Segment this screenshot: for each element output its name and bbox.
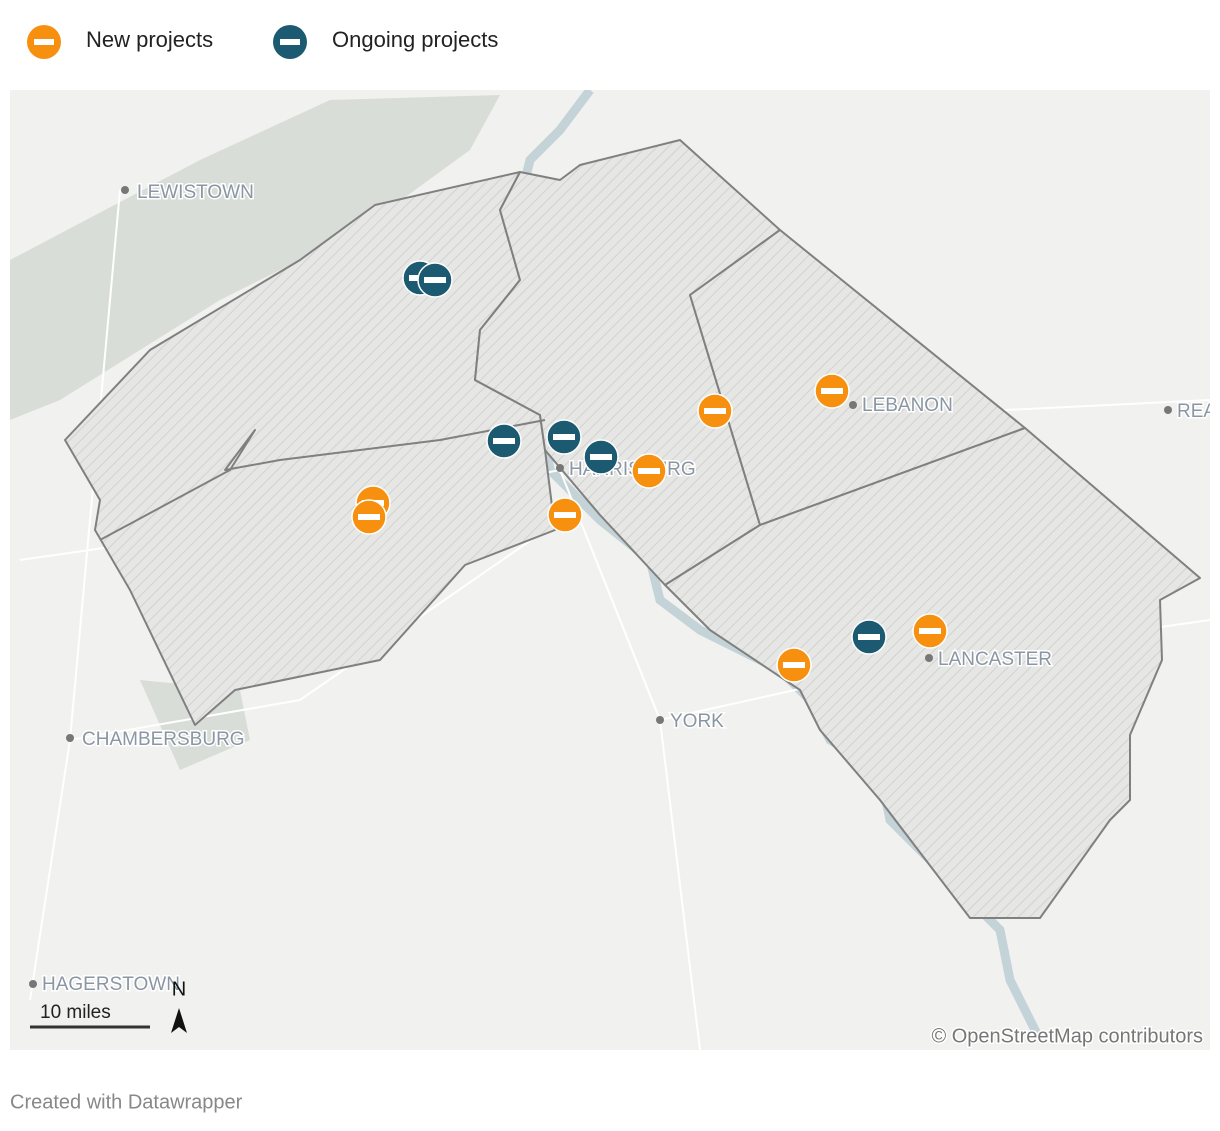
north-arrow	[171, 1008, 187, 1033]
markers	[351, 260, 948, 683]
marker-dash	[358, 514, 380, 520]
legend-label: New projects	[86, 27, 213, 52]
marker-dash	[704, 408, 726, 414]
city-label: REA	[1177, 401, 1216, 422]
marker-dash	[783, 662, 805, 668]
attribution: © OpenStreetMap contributors	[931, 1025, 1203, 1047]
marker-dash	[424, 277, 446, 283]
north-label: N	[172, 978, 186, 1000]
marker-dash	[554, 512, 576, 518]
project-marker	[547, 497, 583, 533]
project-marker	[546, 419, 582, 455]
marker-dash	[919, 628, 941, 634]
legend: New projects Ongoing projects	[27, 25, 498, 59]
city-dots	[29, 186, 1172, 988]
project-marker	[351, 499, 387, 535]
project-marker	[851, 619, 887, 655]
footer: Created with Datawrapper	[10, 1091, 243, 1113]
project-marker	[583, 439, 619, 475]
city-label: CHAMBERSBURG	[82, 729, 245, 750]
city-label: HAGERSTOWN	[42, 974, 180, 995]
legend-dash	[280, 39, 300, 45]
city-label: LEWISTOWN	[137, 182, 254, 203]
city-label: LEBANON	[862, 395, 953, 416]
marker-dash	[821, 388, 843, 394]
project-marker	[486, 423, 522, 459]
marker-dash	[858, 634, 880, 640]
counties	[64, 139, 1201, 919]
marker-dash	[493, 438, 515, 444]
marker-dash	[638, 468, 660, 474]
project-marker	[814, 373, 850, 409]
city-label: YORK	[670, 711, 724, 732]
legend-label: Ongoing projects	[332, 27, 498, 52]
project-marker	[697, 393, 733, 429]
project-marker	[631, 453, 667, 489]
city-label: LANCASTER	[938, 649, 1052, 670]
marker-dash	[590, 454, 612, 460]
legend-dash	[34, 39, 54, 45]
scale-label: 10 miles	[40, 1002, 111, 1023]
project-marker	[776, 647, 812, 683]
project-marker	[417, 262, 453, 298]
project-marker	[912, 613, 948, 649]
map: LEWISTOWN LEBANON HARRISBURG YORK LANCAS…	[10, 90, 1216, 1050]
marker-dash	[553, 434, 575, 440]
